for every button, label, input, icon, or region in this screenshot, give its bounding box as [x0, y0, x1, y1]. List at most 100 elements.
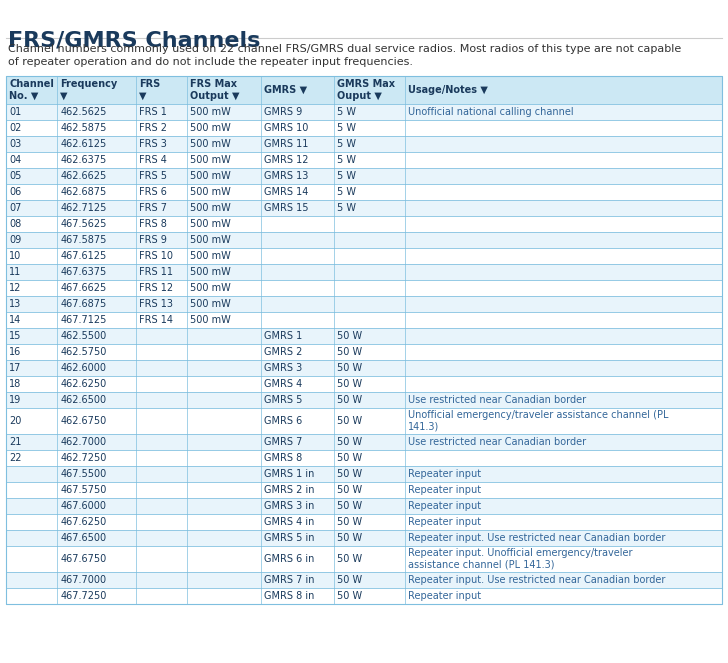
Text: 467.6250: 467.6250: [60, 517, 106, 527]
Text: 50 W: 50 W: [338, 469, 363, 479]
Text: 462.6250: 462.6250: [60, 379, 106, 389]
Text: Unofficial emergency/traveler assistance channel (PL
141.3): Unofficial emergency/traveler assistance…: [408, 410, 669, 432]
Bar: [6, 360, 722, 376]
Text: 467.6875: 467.6875: [60, 299, 106, 309]
Text: Repeater input. Use restricted near Canadian border: Repeater input. Use restricted near Cana…: [408, 575, 665, 585]
Bar: [6, 466, 722, 482]
Text: FRS/GMRS Channels: FRS/GMRS Channels: [8, 30, 261, 50]
Bar: [6, 450, 722, 466]
Bar: [6, 434, 722, 450]
Text: Repeater input: Repeater input: [408, 469, 481, 479]
Text: 467.6375: 467.6375: [60, 267, 106, 277]
Text: 467.6750: 467.6750: [60, 554, 106, 564]
Text: 5 W: 5 W: [338, 139, 357, 149]
Text: 50 W: 50 W: [338, 331, 363, 341]
Text: 02: 02: [9, 123, 21, 133]
Text: FRS 2: FRS 2: [139, 123, 167, 133]
Text: 467.5750: 467.5750: [60, 485, 106, 495]
Bar: [6, 232, 722, 248]
Text: 08: 08: [9, 219, 21, 229]
Text: 50 W: 50 W: [338, 517, 363, 527]
Text: 01: 01: [9, 107, 21, 117]
Text: GMRS 3: GMRS 3: [264, 363, 302, 373]
Text: GMRS ▼: GMRS ▼: [264, 85, 307, 95]
Text: 04: 04: [9, 155, 21, 165]
Text: 462.5500: 462.5500: [60, 331, 106, 341]
Text: 462.6125: 462.6125: [60, 139, 106, 149]
Bar: [6, 264, 722, 280]
Text: 5 W: 5 W: [338, 123, 357, 133]
Text: 467.5875: 467.5875: [60, 235, 106, 245]
Bar: [6, 408, 722, 434]
Text: 5 W: 5 W: [338, 155, 357, 165]
Bar: [6, 120, 722, 136]
Bar: [6, 312, 722, 328]
Text: 462.6750: 462.6750: [60, 416, 106, 426]
Bar: [6, 200, 722, 216]
Text: 467.6125: 467.6125: [60, 251, 106, 261]
Text: 500 mW: 500 mW: [190, 107, 231, 117]
Text: 462.6500: 462.6500: [60, 395, 106, 405]
Text: GMRS 8: GMRS 8: [264, 453, 302, 463]
Text: 500 mW: 500 mW: [190, 267, 231, 277]
Text: Unofficial national calling channel: Unofficial national calling channel: [408, 107, 574, 117]
Text: FRS 8: FRS 8: [139, 219, 167, 229]
Text: 500 mW: 500 mW: [190, 283, 231, 293]
Text: FRS 3: FRS 3: [139, 139, 167, 149]
Text: Repeater input: Repeater input: [408, 517, 481, 527]
Text: FRS 11: FRS 11: [139, 267, 173, 277]
Text: GMRS 15: GMRS 15: [264, 203, 308, 213]
Text: GMRS Max
Ouput ▼: GMRS Max Ouput ▼: [338, 79, 395, 101]
Bar: [6, 572, 722, 588]
Text: 50 W: 50 W: [338, 347, 363, 357]
Text: Use restricted near Canadian border: Use restricted near Canadian border: [408, 437, 587, 447]
Text: GMRS 4: GMRS 4: [264, 379, 302, 389]
Text: GMRS 5 in: GMRS 5 in: [264, 533, 314, 543]
Text: FRS 4: FRS 4: [139, 155, 167, 165]
Text: 500 mW: 500 mW: [190, 315, 231, 325]
Text: GMRS 14: GMRS 14: [264, 187, 308, 197]
Text: 462.5875: 462.5875: [60, 123, 106, 133]
Text: 467.5500: 467.5500: [60, 469, 106, 479]
Text: 21: 21: [9, 437, 21, 447]
Text: FRS 12: FRS 12: [139, 283, 173, 293]
Text: 18: 18: [9, 379, 21, 389]
Text: 462.5625: 462.5625: [60, 107, 106, 117]
Text: 500 mW: 500 mW: [190, 139, 231, 149]
Text: 16: 16: [9, 347, 21, 357]
Text: 467.7000: 467.7000: [60, 575, 106, 585]
Text: GMRS 7: GMRS 7: [264, 437, 302, 447]
Text: Repeater input: Repeater input: [408, 591, 481, 601]
Text: GMRS 8 in: GMRS 8 in: [264, 591, 314, 601]
Text: FRS 5: FRS 5: [139, 171, 167, 181]
Bar: [6, 152, 722, 168]
Text: Usage/Notes ▼: Usage/Notes ▼: [408, 85, 488, 95]
Text: GMRS 1 in: GMRS 1 in: [264, 469, 314, 479]
Text: FRS 13: FRS 13: [139, 299, 173, 309]
Text: GMRS 10: GMRS 10: [264, 123, 308, 133]
Text: 462.6625: 462.6625: [60, 171, 106, 181]
Text: Repeater input. Unofficial emergency/traveler
assistance channel (PL 141.3): Repeater input. Unofficial emergency/tra…: [408, 548, 633, 570]
Text: GMRS 1: GMRS 1: [264, 331, 302, 341]
Text: FRS 9: FRS 9: [139, 235, 167, 245]
Bar: [6, 136, 722, 152]
Text: Channel
No. ▼: Channel No. ▼: [9, 79, 54, 101]
Text: 50 W: 50 W: [338, 501, 363, 511]
Text: GMRS 5: GMRS 5: [264, 395, 302, 405]
Text: 06: 06: [9, 187, 21, 197]
Text: 467.6625: 467.6625: [60, 283, 106, 293]
Text: FRS
▼: FRS ▼: [139, 79, 160, 101]
Text: 500 mW: 500 mW: [190, 155, 231, 165]
Bar: [6, 216, 722, 232]
Text: GMRS 9: GMRS 9: [264, 107, 302, 117]
Text: 467.6500: 467.6500: [60, 533, 106, 543]
Text: 462.7125: 462.7125: [60, 203, 106, 213]
Text: 05: 05: [9, 171, 21, 181]
Bar: [6, 376, 722, 392]
Text: 500 mW: 500 mW: [190, 235, 231, 245]
Text: 50 W: 50 W: [338, 363, 363, 373]
Text: GMRS 13: GMRS 13: [264, 171, 308, 181]
Text: 22: 22: [9, 453, 22, 463]
Text: GMRS 6: GMRS 6: [264, 416, 302, 426]
Text: GMRS 3 in: GMRS 3 in: [264, 501, 314, 511]
